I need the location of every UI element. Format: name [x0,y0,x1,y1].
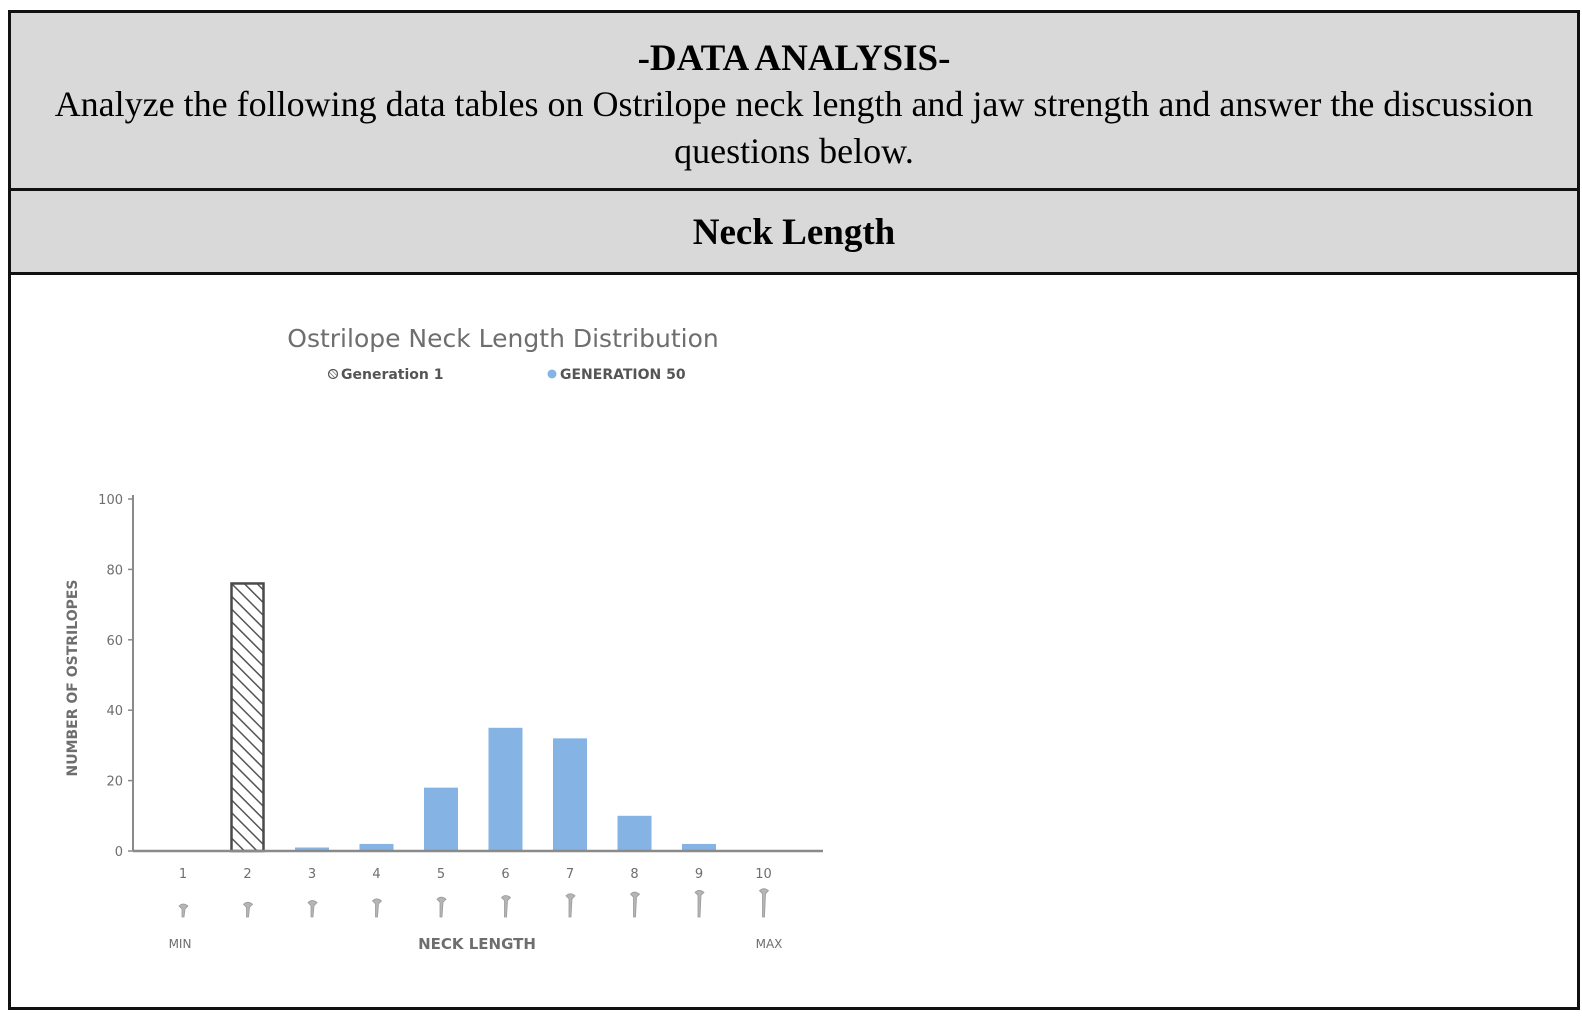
ostrilope-head-icon [307,900,318,918]
worksheet-header: -DATA ANALYSIS- Analyze the following da… [11,13,1577,191]
y-tick-label: 60 [106,634,123,649]
x-tick-label: 4 [372,867,380,882]
chart-legend: Generation 1 GENERATION 50 [327,367,686,383]
ostrilope-head-icon [565,893,576,918]
legend-swatch-generation-1 [327,368,339,380]
page-title: -DATA ANALYSIS- [637,38,951,79]
x-tick-label: 1 [179,867,187,882]
x-tick-label: 2 [243,867,251,882]
x-tick-label: 7 [566,867,574,882]
legend-swatch-generation-50 [547,369,557,379]
bar-generation-1-2 [230,582,265,853]
bar-generation-50-6 [488,727,523,851]
bar-generation-50-4 [359,843,394,851]
y-tick-label: 20 [106,775,123,790]
plot-area: 0 20 40 60 80 100 1 2 3 4 5 6 7 8 9 10 [98,493,823,918]
bar-generation-50-7 [553,738,587,851]
ostrilope-head-icon [629,891,641,918]
y-tick-label: 40 [106,704,123,719]
section-title: Neck Length [11,191,1577,275]
bar-generation-50-8 [617,815,652,851]
y-axis-label: NUMBER OF OSTRILOPES [65,580,81,777]
x-tick-label: 5 [437,867,445,882]
ostrilope-head-icon [758,888,770,918]
ostrilope-head-icon [371,898,383,918]
ostrilope-head-icon [178,903,189,918]
chart-title: Ostrilope Neck Length Distribution [287,324,718,353]
ostrilope-head-icon [242,901,254,918]
x-tick-label: 6 [501,867,509,882]
x-min-label: MIN [169,937,192,951]
x-tick-label: 3 [308,867,316,882]
y-tick-label: 0 [115,845,123,860]
legend-label: GENERATION 50 [560,367,686,383]
ostrilope-head-icon [436,896,447,918]
bar-generation-50-3 [295,847,329,851]
y-tick-label: 80 [106,563,123,578]
chart-area: Ostrilope Neck Length Distribution Gener… [11,275,1577,1007]
bar-generation-50-5 [424,787,458,851]
y-tick-label: 100 [98,493,123,508]
worksheet-frame: -DATA ANALYSIS- Analyze the following da… [8,10,1580,1010]
ostrilope-head-icon [694,890,705,918]
bar-generation-50-9 [682,843,716,851]
neck-length-chart: Ostrilope Neck Length Distribution Gener… [65,324,823,953]
instructions-text: Analyze the following data tables on Ost… [54,84,1534,171]
x-axis-label: NECK LENGTH [418,935,536,953]
x-tick-label: 8 [630,867,638,882]
legend-label: Generation 1 [341,367,444,383]
x-max-label: MAX [756,937,783,951]
x-tick-label: 10 [755,867,772,882]
ostrilope-head-icon [500,895,512,918]
x-tick-label: 9 [695,867,703,882]
